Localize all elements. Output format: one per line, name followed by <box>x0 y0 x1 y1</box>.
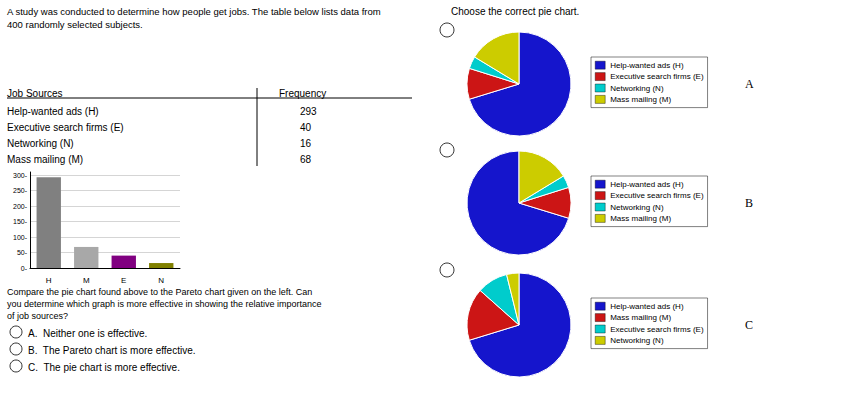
svg-text:of job sources?: of job sources? <box>7 311 68 321</box>
svg-text:C. The pie chart is more effe: C. The pie chart is more effective. <box>28 362 180 373</box>
svg-text:B. The Pareto chart is more e: B. The Pareto chart is more effective. <box>28 345 196 356</box>
svg-text:Networking (N): Networking (N) <box>610 203 664 212</box>
svg-text:Frequency: Frequency <box>279 88 326 99</box>
svg-text:68: 68 <box>300 154 312 165</box>
svg-text:Executive search firms (E): Executive search firms (E) <box>7 122 124 133</box>
svg-text:Job Sources: Job Sources <box>7 88 63 99</box>
svg-text:Networking (N): Networking (N) <box>610 336 664 345</box>
svg-text:you determine which graph is m: you determine which graph is more effect… <box>7 299 322 309</box>
svg-text:Mass mailing (M): Mass mailing (M) <box>610 313 671 322</box>
svg-text:Networking (N): Networking (N) <box>7 138 74 149</box>
svg-text:Networking (N): Networking (N) <box>610 84 664 93</box>
svg-text:150-: 150- <box>13 218 28 225</box>
svg-text:N: N <box>158 276 164 285</box>
svg-text:50-: 50- <box>17 249 28 256</box>
svg-text:Choose the correct pie chart.: Choose the correct pie chart. <box>451 6 579 17</box>
svg-text:293: 293 <box>300 106 317 117</box>
svg-text:Help-wanted ads (H): Help-wanted ads (H) <box>610 302 684 311</box>
svg-text:100-: 100- <box>13 234 28 241</box>
svg-text:400 randomly selected subjects: 400 randomly selected subjects. <box>7 19 143 30</box>
svg-text:0-: 0- <box>21 265 28 272</box>
svg-text:40: 40 <box>300 122 312 133</box>
svg-text:A: A <box>745 77 754 91</box>
svg-text:Mass mailing (M): Mass mailing (M) <box>7 154 83 165</box>
svg-text:M: M <box>83 276 90 285</box>
svg-text:Help-wanted ads (H): Help-wanted ads (H) <box>610 61 684 70</box>
svg-text:B: B <box>745 196 753 210</box>
svg-text:Executive search firms (E): Executive search firms (E) <box>610 72 704 81</box>
svg-text:Mass mailing (M): Mass mailing (M) <box>610 95 671 104</box>
svg-text:250-: 250- <box>13 187 28 194</box>
svg-text:Executive search firms (E): Executive search firms (E) <box>610 191 704 200</box>
svg-text:E: E <box>121 276 126 285</box>
svg-text:Help-wanted ads (H): Help-wanted ads (H) <box>7 106 99 117</box>
svg-text:300-: 300- <box>13 172 28 179</box>
svg-text:Executive search firms (E): Executive search firms (E) <box>610 325 704 334</box>
svg-text:200-: 200- <box>13 203 28 210</box>
svg-text:Help-wanted ads (H): Help-wanted ads (H) <box>610 180 684 189</box>
svg-text:Mass mailing (M): Mass mailing (M) <box>610 214 671 223</box>
svg-text:Compare the pie chart found ab: Compare the pie chart found above to the… <box>7 287 312 297</box>
svg-text:A study was conducted to deter: A study was conducted to determine how p… <box>7 6 381 17</box>
svg-text:A. Neither one is effective.: A. Neither one is effective. <box>28 328 147 339</box>
svg-text:C: C <box>745 318 753 332</box>
svg-text:H: H <box>46 276 52 285</box>
svg-text:16: 16 <box>300 138 312 149</box>
